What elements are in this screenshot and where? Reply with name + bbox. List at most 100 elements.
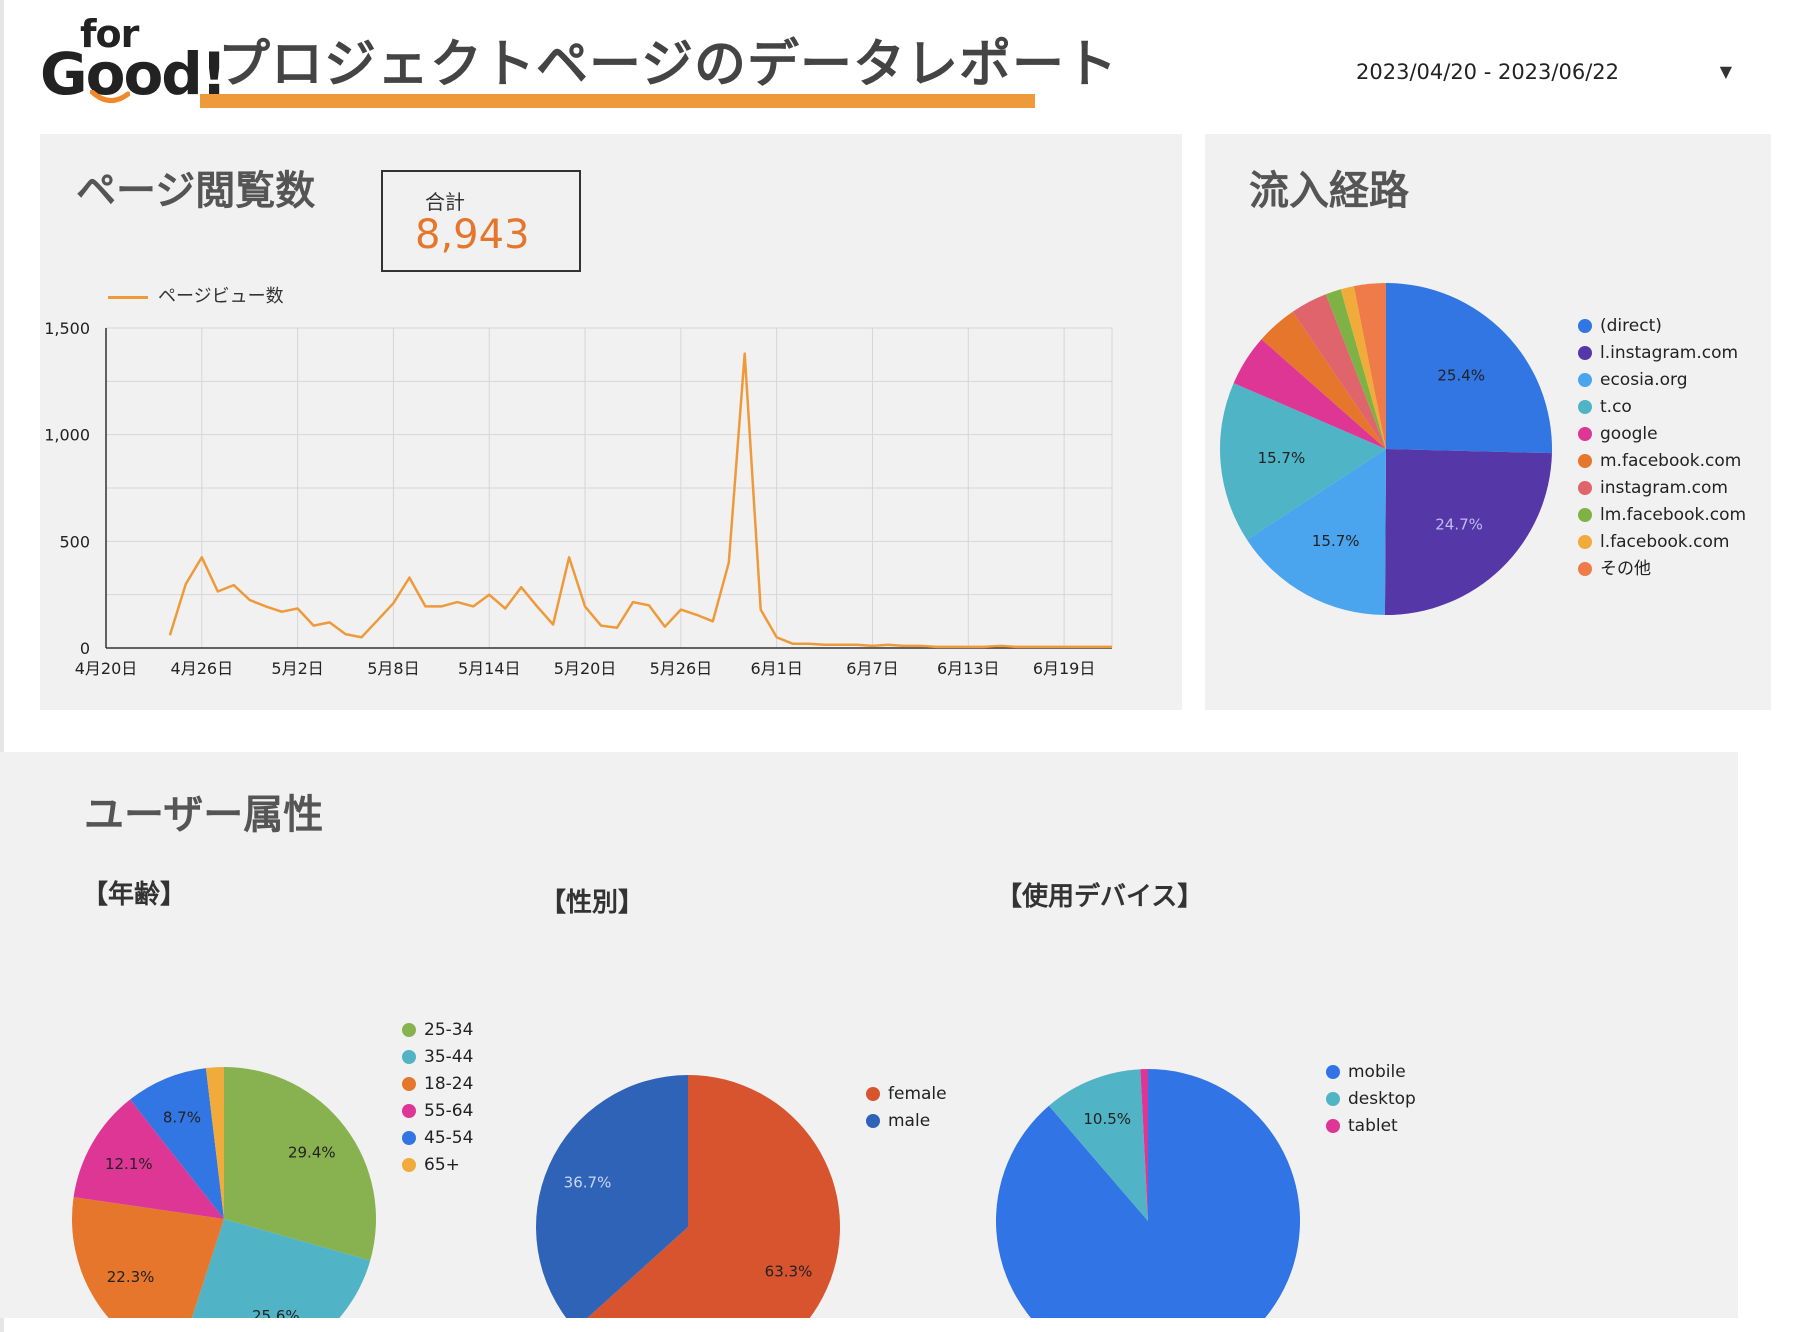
pie-slice[interactable]: [1386, 283, 1553, 454]
age-pie-chart: 29.4% 25.6% 22.3% 12.1% 8.7%: [72, 1067, 377, 1318]
pie-slice-label: 88.7%: [1162, 1315, 1210, 1318]
legend-dot: [1326, 1119, 1340, 1133]
legend-dot: [1578, 454, 1592, 468]
legend-dot: [866, 1114, 880, 1128]
pie-slice[interactable]: [1384, 449, 1552, 616]
x-tick-label: 5月20日: [554, 659, 617, 678]
legend-dot: [1578, 427, 1592, 441]
pie-slice-label: 12.1%: [105, 1155, 153, 1173]
legend-item[interactable]: l.facebook.com: [1578, 529, 1746, 556]
legend-item[interactable]: 35-44: [402, 1044, 473, 1071]
legend-item[interactable]: 45-54: [402, 1125, 473, 1152]
legend-item[interactable]: desktop: [1326, 1086, 1416, 1113]
legend-item[interactable]: instagram.com: [1578, 475, 1746, 502]
pie-slice[interactable]: [1325, 289, 1386, 449]
legend-item[interactable]: tablet: [1326, 1113, 1416, 1140]
device-title: 【使用デバイス】: [996, 882, 1204, 912]
pie-slice[interactable]: [224, 1067, 377, 1261]
x-tick-label: 5月8日: [367, 659, 419, 678]
gender-title: 【性別】: [540, 888, 645, 918]
legend-dot: [1578, 508, 1592, 522]
legend-item[interactable]: mobile: [1326, 1059, 1416, 1086]
pie-slice[interactable]: [1292, 294, 1386, 449]
pie-slice[interactable]: [1219, 383, 1386, 540]
x-tick-label: 5月2日: [271, 659, 323, 678]
pie-slice[interactable]: [205, 1067, 224, 1219]
attributes-title: ユーザー属性: [84, 792, 324, 838]
legend-item[interactable]: l.instagram.com: [1578, 340, 1746, 367]
legend-label: 18-24: [424, 1074, 474, 1094]
total-value: 8,943: [415, 212, 530, 258]
legend-item[interactable]: male: [866, 1108, 947, 1135]
legend-dot: [1578, 535, 1592, 549]
device-pie-chart: 88.7% 10.5%: [996, 1069, 1300, 1318]
pie-slice[interactable]: [1233, 339, 1386, 449]
pageviews-series-line: [168, 352, 1112, 649]
pie-slice-label: 25.4%: [1437, 367, 1485, 385]
legend-swatch-pageviews: [108, 295, 148, 299]
logo-smile-icon: [90, 90, 130, 103]
pie-slice[interactable]: [72, 1197, 224, 1318]
x-tick-label: 6月13日: [937, 659, 1000, 678]
device-legend: mobile desktop tablet: [1326, 1059, 1416, 1140]
gender-legend: female male: [866, 1081, 947, 1135]
pie-slice[interactable]: [996, 1069, 1300, 1318]
legend-item[interactable]: lm.facebook.com: [1578, 502, 1746, 529]
legend-label: desktop: [1348, 1089, 1416, 1109]
pie-slice[interactable]: [1246, 449, 1386, 615]
logo-good-text: Good!: [40, 40, 227, 108]
pie-slice[interactable]: [1353, 283, 1386, 449]
legend-label: 35-44: [424, 1047, 474, 1067]
report-title: プロジェクトページのデータレポート: [218, 35, 1118, 95]
legend-label: mobile: [1348, 1062, 1406, 1082]
legend-label: その他: [1600, 559, 1651, 579]
x-tick-label: 6月1日: [750, 659, 802, 678]
legend-item[interactable]: google: [1578, 421, 1746, 448]
legend-item[interactable]: 25-34: [402, 1017, 473, 1044]
legend-item[interactable]: ecosia.org: [1578, 367, 1746, 394]
legend-dot: [402, 1158, 416, 1172]
attributes-panel: ユーザー属性 【年齢】 【性別】 【使用デバイス】 29.4% 25.6% 22.3…: [0, 752, 1738, 1318]
legend-item[interactable]: (direct): [1578, 313, 1746, 340]
page-left-edge: [0, 0, 4, 1332]
pie-slice[interactable]: [130, 1068, 224, 1219]
legend-item[interactable]: 18-24: [402, 1071, 473, 1098]
legend-item[interactable]: t.co: [1578, 394, 1746, 421]
pie-slice[interactable]: [536, 1075, 688, 1318]
pie-slice[interactable]: [575, 1075, 840, 1318]
legend-item[interactable]: 55-64: [402, 1098, 473, 1125]
legend-label: (direct): [1600, 316, 1662, 336]
legend-item[interactable]: female: [866, 1081, 947, 1108]
legend-label: l.instagram.com: [1600, 343, 1739, 363]
pie-slice[interactable]: [177, 1219, 371, 1318]
legend-dot: [402, 1050, 416, 1064]
pie-slice[interactable]: [1048, 1069, 1148, 1221]
legend-dot: [1578, 346, 1592, 360]
legend-label: l.facebook.com: [1600, 532, 1730, 552]
legend-item[interactable]: m.facebook.com: [1578, 448, 1746, 475]
legend-label-pageviews: ページビュー数: [158, 286, 284, 307]
sources-panel: 流入経路 25.4% 24.7% 15.7% 15.7%: [1205, 134, 1771, 710]
legend-label: female: [888, 1084, 947, 1104]
pie-slice[interactable]: [1261, 311, 1386, 449]
total-label: 合計: [425, 190, 465, 214]
pie-slice[interactable]: [1140, 1069, 1148, 1221]
pie-slice-label: 10.5%: [1083, 1110, 1131, 1128]
line-chart-legend: ページビュー数: [108, 282, 284, 308]
pie-slice[interactable]: [1340, 286, 1386, 449]
pie-slice[interactable]: [73, 1099, 224, 1219]
legend-label: m.facebook.com: [1600, 451, 1742, 471]
sources-pie-chart: 25.4% 24.7% 15.7% 15.7%: [1219, 283, 1553, 616]
x-tick-label: 4月26日: [171, 659, 234, 678]
legend-dot: [1578, 373, 1592, 387]
pie-slice-label: 25.6%: [252, 1307, 300, 1318]
date-range-picker[interactable]: 2023/04/20 - 2023/06/22 ▼: [1340, 50, 1740, 92]
legend-item[interactable]: 65+: [402, 1152, 473, 1179]
x-tick-label: 5月14日: [458, 659, 521, 678]
legend-item[interactable]: その他: [1578, 556, 1746, 583]
sources-title: 流入経路: [1249, 168, 1409, 214]
legend-label: lm.facebook.com: [1600, 505, 1747, 525]
pie-slice-label: 15.7%: [1258, 449, 1306, 467]
pie-slice-label: 36.7%: [564, 1173, 612, 1191]
